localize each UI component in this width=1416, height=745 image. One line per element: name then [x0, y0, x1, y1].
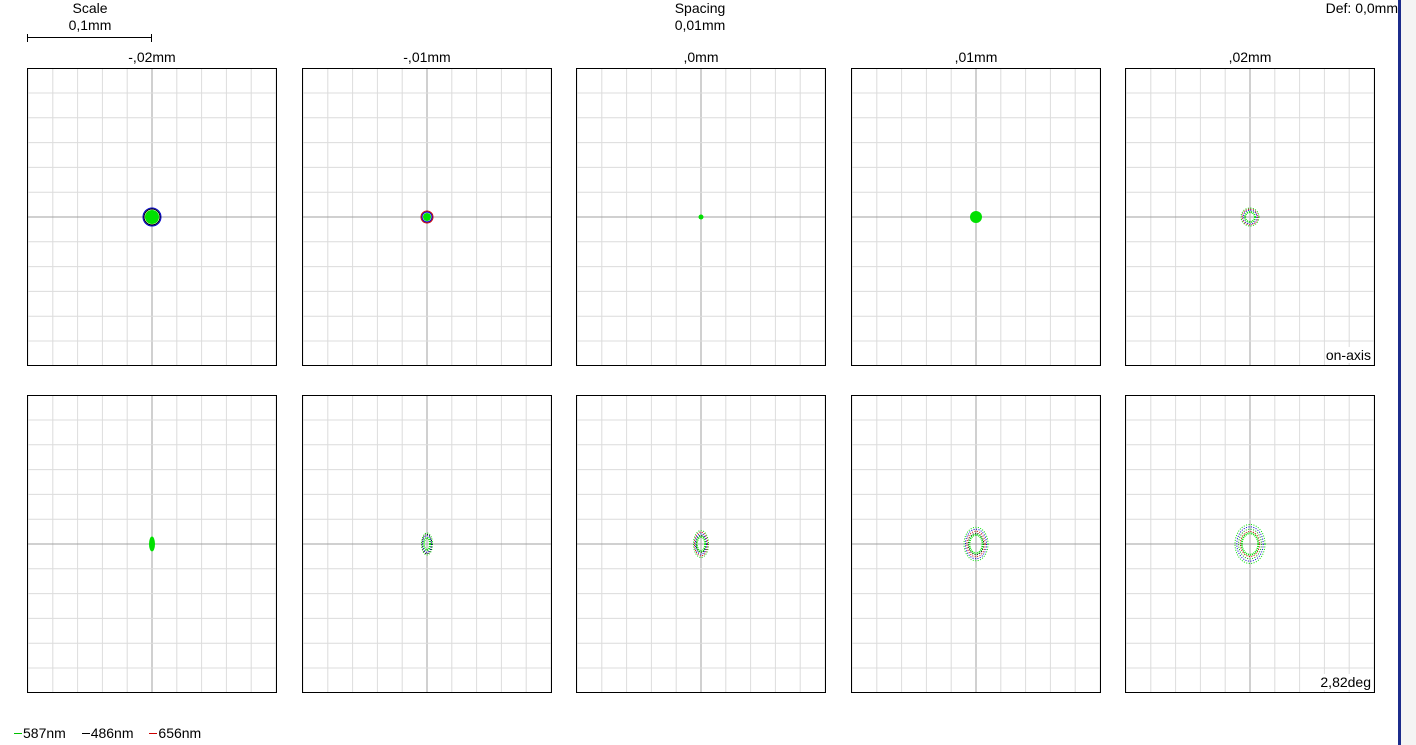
spot-panel	[851, 395, 1101, 693]
ray-spot	[1240, 207, 1260, 227]
ray-spot	[963, 526, 989, 562]
ray-spot	[420, 210, 434, 224]
column-label: ,01mm	[954, 49, 998, 65]
spacing-header: Spacing 0,01mm	[650, 0, 750, 34]
spot-diagram	[577, 396, 825, 692]
column-label: -,01mm	[403, 49, 451, 65]
ray-spot	[698, 214, 704, 220]
spot-diagram	[28, 69, 276, 365]
spacing-value: 0,01mm	[674, 17, 726, 33]
ray-spot	[149, 536, 155, 552]
spot-panel	[576, 68, 826, 366]
scale-value: 0,1mm	[68, 17, 112, 33]
legend-item: 587nm	[14, 725, 66, 741]
ray-spot	[970, 211, 982, 223]
spot-diagram	[1126, 396, 1374, 692]
spot-diagram	[303, 396, 551, 692]
column-label: -,02mm	[128, 49, 176, 65]
ray-spot	[693, 530, 709, 558]
column-label: ,0mm	[683, 49, 719, 65]
spot-panel	[302, 68, 552, 366]
spot-diagram	[852, 69, 1100, 365]
wavelength-legend: 587nm 486nm 656nm	[14, 725, 213, 742]
ray-spot	[1234, 524, 1266, 564]
ray-spot	[142, 207, 162, 227]
window-edge	[1398, 0, 1416, 745]
ray-spot	[421, 532, 433, 556]
field-label-on-axis: on-axis	[1325, 347, 1371, 363]
spot-panel	[27, 395, 277, 693]
spacing-title: Spacing	[674, 0, 726, 16]
scale-header: Scale 0,1mm	[40, 0, 140, 34]
spot-panel	[302, 395, 552, 693]
column-label: ,02mm	[1228, 49, 1272, 65]
legend-item: 486nm	[81, 725, 134, 741]
spot-diagram	[577, 69, 825, 365]
defocus-label: Def: 0,0mm	[1325, 0, 1398, 16]
spot-panel: 2,82deg	[1125, 395, 1375, 693]
spot-panel: on-axis	[1125, 68, 1375, 366]
spot-diagram	[28, 396, 276, 692]
spot-panel	[27, 68, 277, 366]
spot-diagram	[1126, 69, 1374, 365]
field-label-off-axis: 2,82deg	[1320, 674, 1371, 690]
legend-item: 656nm	[149, 725, 201, 741]
scale-title: Scale	[72, 0, 108, 16]
spot-diagram	[852, 396, 1100, 692]
spot-panel	[576, 395, 826, 693]
scale-bar	[27, 34, 152, 42]
spot-diagram	[303, 69, 551, 365]
spot-panel	[851, 68, 1101, 366]
